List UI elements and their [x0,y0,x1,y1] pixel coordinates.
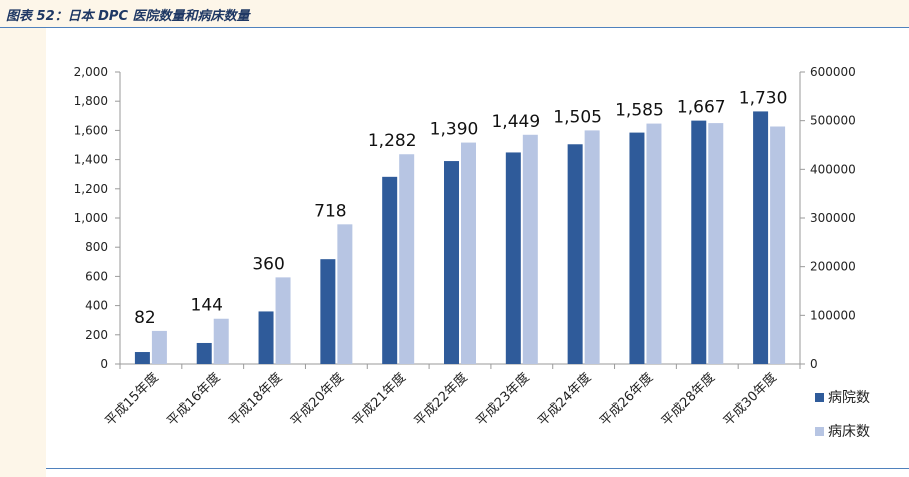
legend-beds-label: 病床数 [828,424,870,440]
right-y-tick-label: 0 [810,357,818,371]
left-y-tick-label: 1,400 [74,153,108,167]
bar-beds [770,126,786,364]
right-y-tick-label: 200000 [810,260,856,274]
right-y-tick-label: 600000 [810,65,856,79]
x-category-label: 平成24年度 [535,370,595,430]
bar-beds [522,134,538,364]
right-y-tick-label: 300000 [810,211,856,225]
legend-hospitals-swatch [815,393,824,402]
left-margin-strip [0,28,46,477]
x-category-label: 平成22年度 [411,370,471,430]
data-label-hospitals: 718 [314,201,346,221]
data-label-hospitals: 1,449 [491,112,540,132]
bar-hospitals [382,176,398,364]
bar-beds [461,142,476,364]
left-y-tick-label: 0 [100,357,108,371]
left-y-tick-label: 2,000 [74,65,108,79]
bar-hospitals [567,144,583,364]
x-category-label: 平成26年度 [596,370,656,430]
right-y-tick-label: 400000 [810,162,856,176]
left-y-tick-label: 200 [85,328,108,342]
bar-hospitals [691,120,707,364]
legend-hospitals-label: 病院数 [828,390,870,406]
x-category-label: 平成15年度 [102,370,162,430]
bar-hospitals [134,352,150,364]
figure-caption: 图表 52：日本 DPC 医院数量和病床数量 [6,9,250,24]
bar-beds [275,277,291,364]
x-category-label: 平成20年度 [287,370,347,430]
x-category-label: 平成16年度 [164,370,224,430]
left-y-tick-label: 400 [85,299,108,313]
bar-hospitals [196,342,212,364]
left-y-tick-label: 800 [85,240,108,254]
bar-hospitals [753,111,769,364]
data-label-hospitals: 1,730 [739,88,788,108]
data-label-hospitals: 1,505 [553,107,602,127]
left-y-tick-label: 1,000 [74,211,108,225]
bar-beds [399,154,415,364]
right-y-tick-label: 100000 [810,308,856,322]
bottom-rule [46,468,909,469]
x-category-label: 平成28年度 [658,370,718,430]
bar-hospitals [505,152,521,364]
data-label-hospitals: 1,282 [368,131,417,151]
bar-hospitals [629,132,645,364]
left-y-tick-label: 600 [85,269,108,283]
bar-beds [584,130,600,364]
left-y-tick-label: 1,800 [74,94,108,108]
data-label-hospitals: 360 [252,254,284,274]
bar-hospitals [258,311,274,364]
data-label-hospitals: 144 [191,296,223,316]
data-label-hospitals: 1,667 [677,98,726,118]
bar-beds [151,330,167,364]
bar-beds [337,224,353,364]
legend-beds-swatch [815,427,824,436]
x-category-label: 平成23年度 [473,370,533,430]
x-category-label: 平成30年度 [720,370,780,430]
x-category-label: 平成21年度 [349,370,409,430]
right-y-tick-label: 500000 [810,114,856,128]
data-label-hospitals: 1,585 [615,101,664,121]
x-category-label: 平成18年度 [226,370,286,430]
bar-beds [213,318,229,364]
caption-strip: 图表 52：日本 DPC 医院数量和病床数量 [0,0,909,28]
data-label-hospitals: 82 [134,308,156,328]
bar-hospitals [320,259,336,364]
bar-hospitals [444,161,459,364]
bar-beds [708,123,724,364]
left-y-tick-label: 1,600 [74,123,108,137]
data-label-hospitals: 1,390 [430,120,479,140]
bar-beds [646,123,662,364]
left-y-tick-label: 1,200 [74,182,108,196]
